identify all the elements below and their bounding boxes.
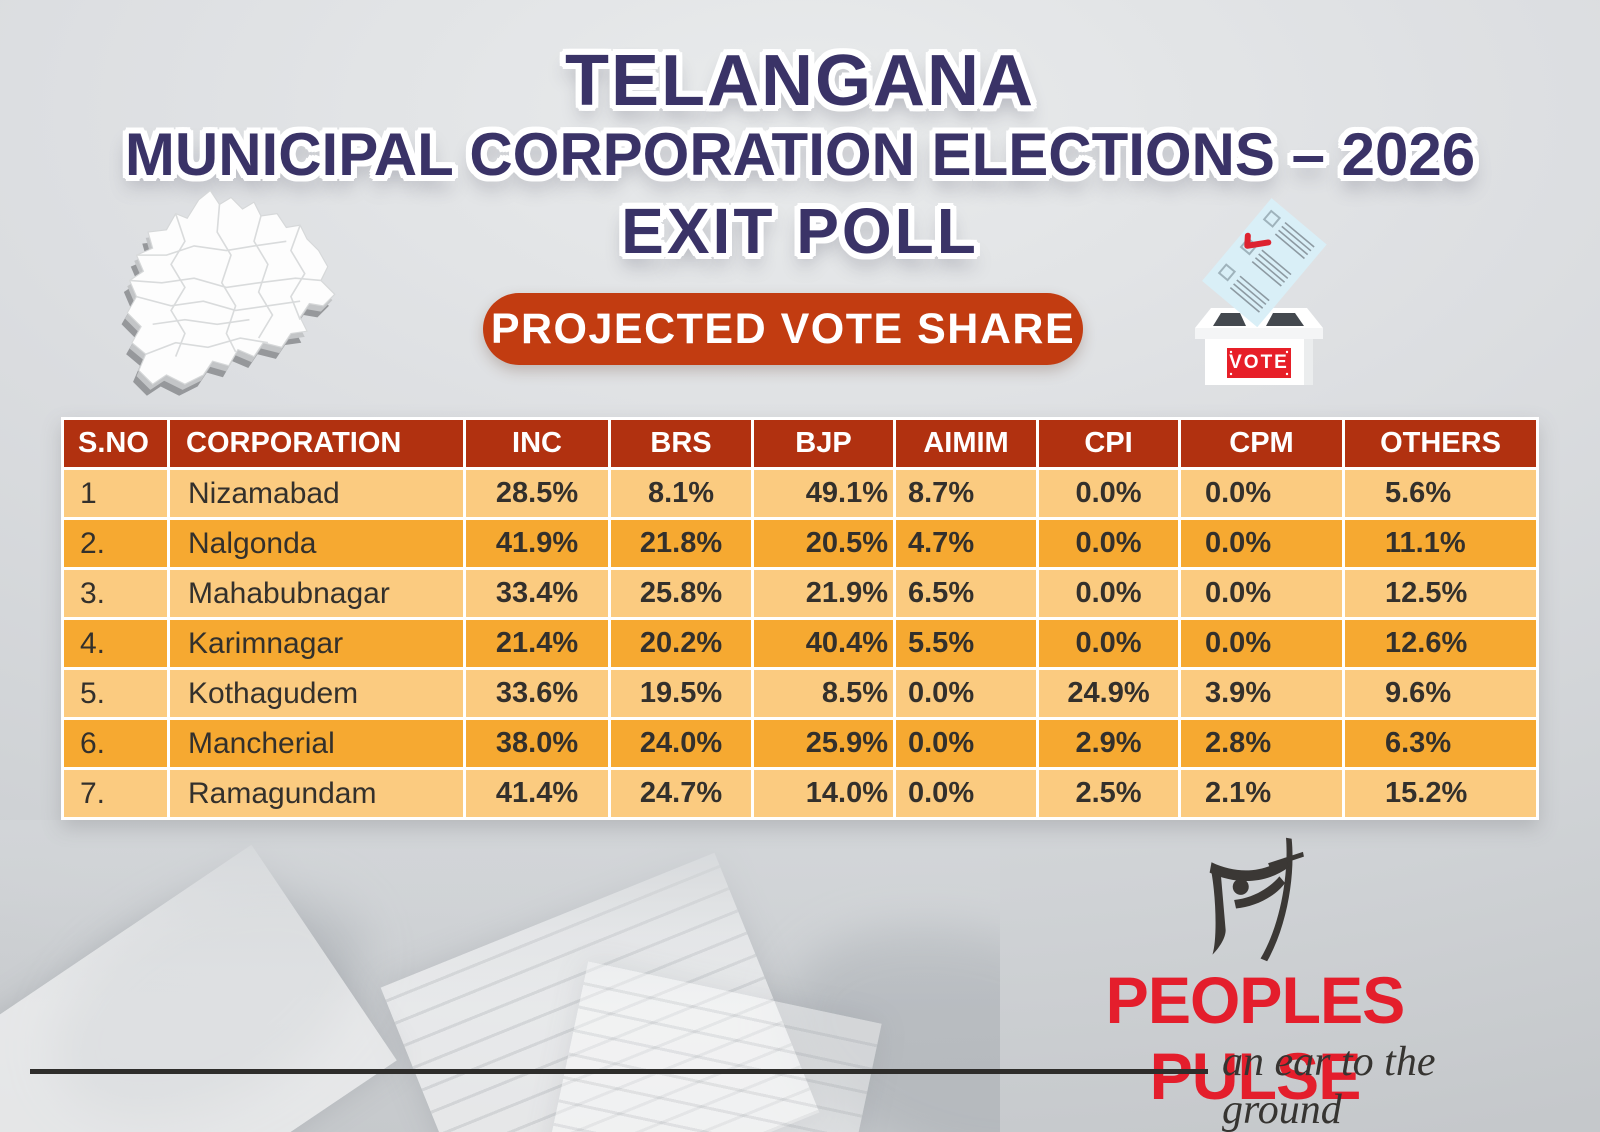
cell-vote-share: 0.0% [1039,520,1178,567]
peoples-pulse-logo-icon [1209,837,1304,962]
cell-vote-share: 12.5% [1345,570,1536,617]
cell-corporation: Kothagudem [170,670,463,717]
telangana-map-icon [121,189,336,396]
cell-vote-share: 0.0% [1181,470,1342,517]
cell-vote-share: 0.0% [1181,620,1342,667]
cell-vote-share: 49.1% [754,470,893,517]
cell-vote-share: 0.0% [1181,520,1342,567]
cell-corporation: Nizamabad [170,470,463,517]
vote-share-table: S.NO CORPORATION INC BRS BJP AIMIM CPI CPM OTHER… [61,417,1539,820]
tagline-rule [30,1069,1208,1074]
background-photo-collage [0,820,1000,1132]
cell-vote-share: 0.0% [896,720,1036,767]
cell-vote-share: 8.5% [754,670,893,717]
cell-vote-share: 0.0% [1039,470,1178,517]
brand-tagline: an ear to the ground [1222,1039,1436,1132]
ballot-box-graphic [1195,198,1327,385]
check-mark [1244,232,1272,249]
cell-vote-share: 24.9% [1039,670,1178,717]
cell-vote-share: 19.5% [611,670,751,717]
cell-vote-share: 6.5% [896,570,1036,617]
cell-sno: 3. [64,570,167,617]
cell-vote-share: 40.4% [754,620,893,667]
cell-vote-share: 2.1% [1181,770,1342,817]
cell-vote-share: 21.9% [754,570,893,617]
cell-sno: 5. [64,670,167,717]
cell-corporation: Ramagundam [170,770,463,817]
cell-vote-share: 21.4% [466,620,608,667]
cell-vote-share: 33.6% [466,670,608,717]
cell-sno: 2. [64,520,167,567]
cell-sno: 7. [64,770,167,817]
cell-corporation: Nalgonda [170,520,463,567]
cell-vote-share: 6.3% [1345,720,1536,767]
cell-vote-share: 28.5% [466,470,608,517]
cell-vote-share: 0.0% [1039,570,1178,617]
column-header-bjp: BJP [754,420,893,467]
title-state: TELANGANA [565,41,1035,121]
cell-vote-share: 38.0% [466,720,608,767]
column-header-brs: BRS [611,420,751,467]
cell-vote-share: 11.1% [1345,520,1536,567]
cell-vote-share: 9.6% [1345,670,1536,717]
cell-vote-share: 2.9% [1039,720,1178,767]
cell-vote-share: 8.7% [896,470,1036,517]
cell-vote-share: 2.8% [1181,720,1342,767]
cell-vote-share: 24.7% [611,770,751,817]
cell-vote-share: 21.8% [611,520,751,567]
ballot-paper [1202,198,1327,327]
column-header-others: OTHERS [1345,420,1536,467]
column-header-aimim: AIMIM [896,420,1036,467]
cell-vote-share: 20.5% [754,520,893,567]
collage-fade-overlay [0,820,1000,1132]
column-header-cpm: CPM [1181,420,1342,467]
cell-vote-share: 25.8% [611,570,751,617]
column-header-cpi: CPI [1039,420,1178,467]
column-header-sno: S.NO [64,420,167,467]
projected-vote-share-banner: PROJECTED VOTE SHARE [483,293,1083,365]
column-header-corporation: CORPORATION [170,420,463,467]
cell-vote-share: 3.9% [1181,670,1342,717]
cell-vote-share: 24.0% [611,720,751,767]
cell-sno: 6. [64,720,167,767]
cell-vote-share: 0.0% [896,670,1036,717]
title-event: MUNICIPAL CORPORATION ELECTIONS – 2026 [124,121,1476,188]
cell-vote-share: 41.9% [466,520,608,567]
cell-vote-share: 12.6% [1345,620,1536,667]
vote-label: VOTE [1229,352,1289,373]
cell-corporation: Mancherial [170,720,463,767]
cell-sno: 4. [64,620,167,667]
brand-name: PEOPLES PULSE [1105,963,1406,1113]
cell-sno: 1 [64,470,167,517]
cell-vote-share: 20.2% [611,620,751,667]
banner-label: PROJECTED VOTE SHARE [490,304,1076,353]
district-boundaries [129,204,321,357]
title-exit-poll: EXIT POLL [621,195,979,267]
cell-corporation: Mahabubnagar [170,570,463,617]
column-header-inc: INC [466,420,608,467]
cell-vote-share: 0.0% [1181,570,1342,617]
cell-vote-share: 25.9% [754,720,893,767]
ballot-box-icon: VOTE [1183,196,1335,386]
cell-vote-share: 33.4% [466,570,608,617]
cell-vote-share: 15.2% [1345,770,1536,817]
cell-corporation: Karimnagar [170,620,463,667]
cell-vote-share: 4.7% [896,520,1036,567]
cell-vote-share: 14.0% [754,770,893,817]
cell-vote-share: 0.0% [1039,620,1178,667]
cell-vote-share: 2.5% [1039,770,1178,817]
cell-vote-share: 5.6% [1345,470,1536,517]
cell-vote-share: 8.1% [611,470,751,517]
cell-vote-share: 5.5% [896,620,1036,667]
cell-vote-share: 0.0% [896,770,1036,817]
cell-vote-share: 41.4% [466,770,608,817]
